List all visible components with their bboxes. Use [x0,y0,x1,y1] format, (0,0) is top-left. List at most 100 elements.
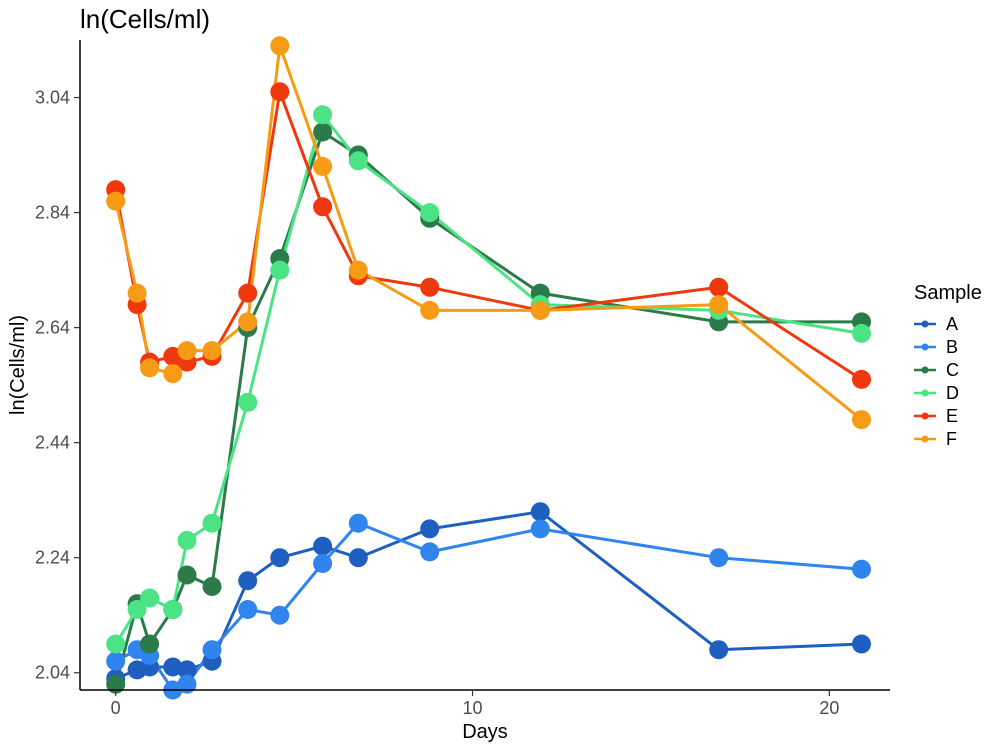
data-point-a [852,634,871,654]
y-axis-ticks: 2.04 2.24 2.44 2.64 2.84 3.04 [35,88,80,683]
legend-item-a: A [914,314,958,334]
y-axis-title: ln(Cells/ml) [7,315,29,415]
series-points [106,36,871,700]
data-point-b [238,600,258,619]
data-point-f [106,191,126,211]
data-point-d [140,588,160,608]
data-point-e [709,277,729,297]
legend-label: F [946,429,957,449]
data-point-a [709,640,729,660]
data-point-e [420,277,440,297]
legend-key-point [921,366,929,374]
data-point-b [313,554,333,573]
data-point-d [127,600,147,619]
series-lines [114,44,863,692]
legend-item-e: E [914,406,958,426]
data-point-d [238,392,258,412]
data-point-d [313,105,333,125]
plot-area [106,36,871,700]
data-point-e [238,283,258,303]
series-line-f [114,44,863,421]
data-point-f [270,36,290,56]
series-line-a [115,510,862,680]
data-point-a [238,571,258,591]
data-point-f [127,283,147,303]
data-point-e [313,197,333,217]
chart-title: ln(Cells/ml) [80,4,210,34]
legend-item-f: F [914,429,957,449]
data-point-d [852,323,871,343]
data-point-d [202,513,222,533]
data-point-f [709,295,729,315]
data-point-b [852,559,871,579]
legend-key-point [921,343,929,351]
legend-item-c: C [914,360,959,380]
data-point-f [530,300,550,320]
series-line-d [114,113,862,645]
data-point-f [140,358,160,378]
y-tick-label: 2.44 [35,433,70,453]
data-point-d [106,634,126,654]
y-tick-label: 2.04 [35,663,70,683]
data-point-d [163,600,183,619]
data-point-b [270,605,290,625]
data-point-a [177,660,197,680]
data-point-c [202,577,222,596]
legend-key-point [921,320,929,328]
data-point-c [106,674,126,694]
data-point-a [420,519,440,539]
data-point-f [238,312,258,332]
data-point-c [177,565,197,585]
data-point-f [313,157,333,176]
data-point-b [202,640,222,660]
data-point-b [420,542,440,562]
data-point-a [270,548,290,568]
y-tick-label: 3.04 [35,88,70,108]
x-axis-title: Days [462,721,508,743]
x-tick-label: 10 [462,698,482,718]
data-point-d [270,260,290,280]
data-point-f [852,410,871,430]
legend-item-d: D [914,383,959,403]
data-point-f [202,341,222,361]
legend-item-b: B [914,337,958,357]
legend-key-point [921,412,929,420]
x-tick-label: 20 [819,698,839,718]
data-point-c [140,634,160,654]
x-axis-ticks: 0 10 20 [111,690,839,718]
data-point-f [163,364,183,384]
series-line-c [114,130,862,685]
legend-label: C [946,360,959,380]
data-point-b [348,513,368,533]
data-point-d [420,203,440,223]
legend-title: Sample [914,282,982,304]
data-point-d [177,530,197,550]
data-point-a [163,657,183,677]
data-point-c [313,122,333,142]
y-tick-label: 2.24 [35,548,70,568]
data-point-e [270,82,290,102]
series-line-b [114,521,862,692]
data-point-f [177,341,197,361]
legend-label: A [946,314,958,334]
data-point-b [177,674,197,694]
data-point-b [106,651,126,671]
legend-label: B [946,337,958,357]
legend-label: D [946,383,959,403]
data-point-d [348,151,368,171]
y-tick-label: 2.64 [35,318,70,338]
data-point-b [530,519,550,539]
x-tick-label: 0 [111,698,121,718]
legend-key-point [921,435,929,443]
data-point-e [852,369,871,389]
data-point-f [420,300,440,320]
y-tick-label: 2.84 [35,203,70,223]
legend-key-point [921,389,929,397]
data-point-a [313,536,333,556]
legend-label: E [946,406,958,426]
data-point-b [709,548,729,568]
data-point-f [348,260,368,280]
data-point-a [530,502,550,522]
